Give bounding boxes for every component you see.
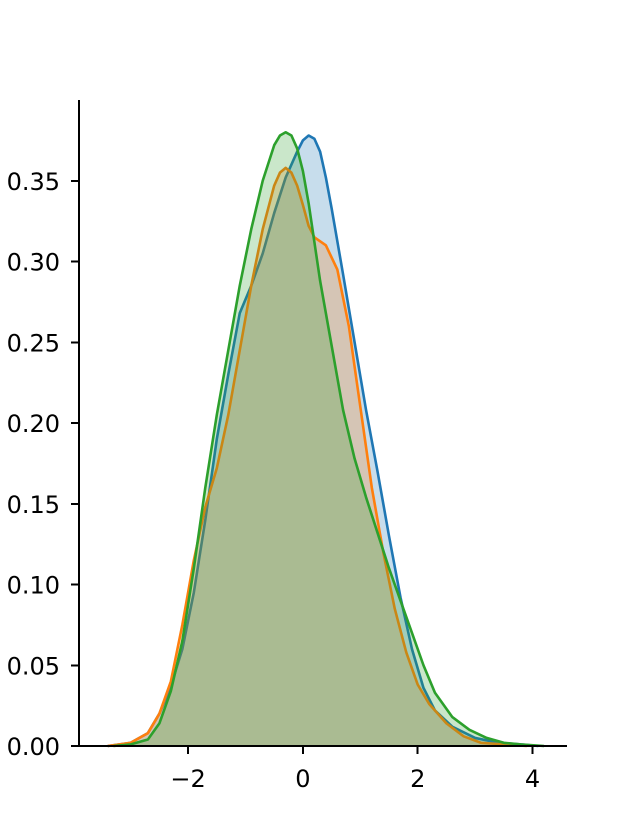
x-tick-label: 0 (295, 765, 310, 793)
series-2-line (107, 166, 527, 748)
y-tick-label: 0.35 (7, 168, 60, 196)
series-1-line (107, 134, 539, 748)
series-2-area (107, 167, 527, 746)
y-tick-label: 0.20 (7, 410, 60, 438)
x-tick-label: −2 (170, 765, 205, 793)
y-tick-label: 0.10 (7, 572, 60, 600)
x-tick-label: 2 (410, 765, 425, 793)
series-layer (107, 131, 545, 748)
x-tick-label: 4 (525, 765, 540, 793)
y-tick-label: 0.15 (7, 491, 60, 519)
series-1-area (107, 135, 539, 746)
y-tick-label: 0.00 (7, 733, 60, 761)
series-3-line (113, 131, 545, 748)
y-tick-label: 0.30 (7, 249, 60, 277)
series-3-area (113, 132, 545, 747)
y-ticks: 0.00 0.05 0.10 0.15 0.20 0.25 0.30 0.35 (7, 168, 79, 761)
y-tick-label: 0.25 (7, 329, 60, 357)
y-tick-label: 0.05 (7, 652, 60, 680)
x-ticks: −2 0 2 4 (170, 746, 540, 793)
